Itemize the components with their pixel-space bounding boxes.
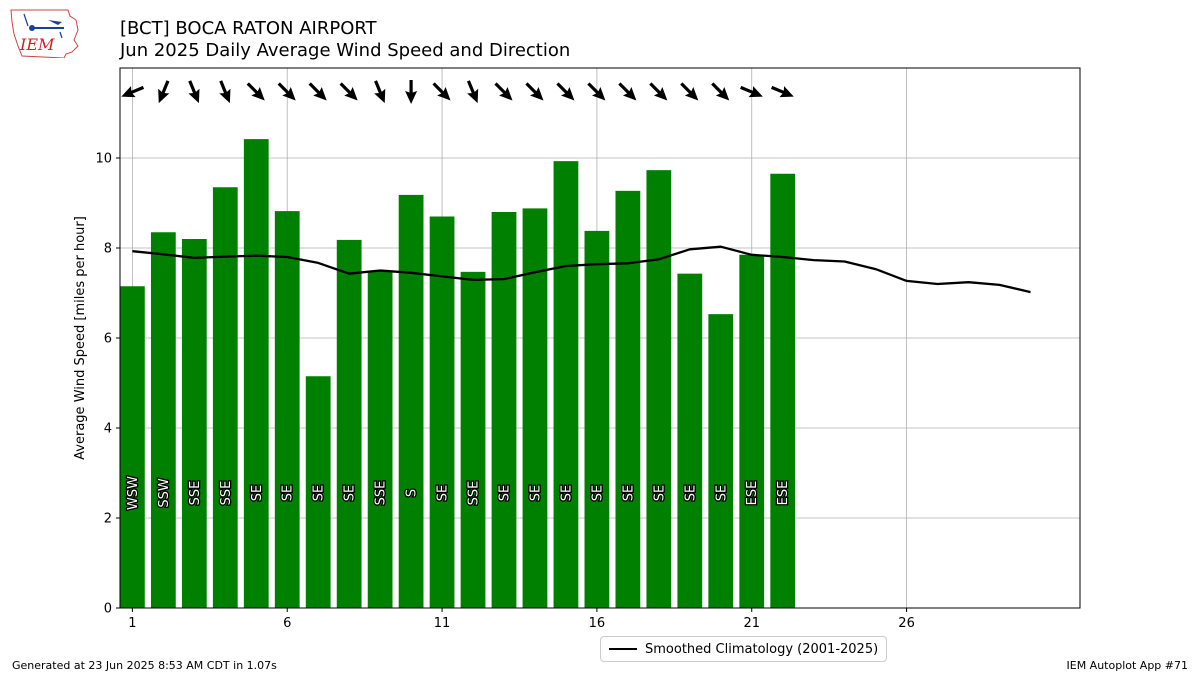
y-axis-label: Average Wind Speed [miles per hour] bbox=[73, 216, 88, 460]
direction-arrow bbox=[219, 80, 231, 104]
direction-arrow bbox=[556, 82, 575, 101]
direction-arrow bbox=[158, 80, 170, 104]
wind-speed-bar bbox=[646, 170, 672, 608]
direction-label: SE bbox=[250, 485, 265, 501]
direction-arrow bbox=[680, 82, 699, 101]
direction-arrow bbox=[494, 82, 513, 101]
wind-speed-bar bbox=[739, 254, 765, 608]
direction-label: ESE bbox=[745, 481, 760, 506]
wind-speed-chart: WSW SSW SSE SSE SE SE SE SE SSE S SE SSE SE SE SE SE SE S… bbox=[73, 67, 1081, 631]
wind-speed-bar bbox=[212, 187, 238, 608]
x-tick-label: 16 bbox=[589, 616, 606, 631]
direction-label: SSW bbox=[157, 478, 172, 508]
direction-arrow bbox=[121, 85, 145, 98]
direction-arrow bbox=[432, 82, 451, 101]
wind-speed-bar bbox=[553, 161, 579, 608]
direction-label: SE bbox=[528, 485, 543, 501]
x-tick-label: 26 bbox=[898, 616, 915, 631]
wind-speed-bar bbox=[522, 208, 548, 608]
y-ticks: 0 2 4 6 8 10 bbox=[95, 152, 120, 617]
direction-label: SE bbox=[590, 485, 605, 501]
direction-arrows bbox=[121, 80, 794, 104]
direction-label: SE bbox=[621, 485, 636, 501]
y-tick-label: 2 bbox=[104, 512, 112, 527]
direction-label: SE bbox=[436, 485, 451, 501]
direction-arrow bbox=[525, 82, 544, 101]
climatology-line-group bbox=[132, 245, 1031, 294]
chart-subtitle: Jun 2025 Daily Average Wind Speed and Di… bbox=[120, 40, 571, 61]
wind-speed-bar bbox=[460, 271, 486, 608]
y-tick-label: 8 bbox=[104, 242, 112, 257]
direction-arrow bbox=[740, 85, 763, 98]
direction-arrow bbox=[405, 80, 418, 104]
x-tick-label: 21 bbox=[743, 616, 760, 631]
direction-label: SE bbox=[559, 485, 574, 501]
wind-speed-bar bbox=[770, 173, 796, 608]
generated-timestamp: Generated at 23 Jun 2025 8:53 AM CDT in … bbox=[12, 659, 277, 672]
y-tick-label: 0 bbox=[104, 602, 112, 617]
iem-logo-text: IEM bbox=[19, 35, 55, 54]
wind-speed-bar bbox=[120, 286, 145, 608]
wind-speed-bar bbox=[150, 232, 176, 608]
direction-label: SE bbox=[652, 485, 667, 501]
legend-label: Smoothed Climatology (2001-2025) bbox=[645, 641, 879, 657]
chart-legend: Smoothed Climatology (2001-2025) bbox=[600, 636, 888, 662]
wind-speed-bar bbox=[274, 211, 300, 608]
direction-arrow bbox=[711, 82, 730, 101]
direction-label: SE bbox=[683, 485, 698, 501]
direction-label: SSE bbox=[467, 481, 482, 506]
direction-label: SSE bbox=[188, 481, 203, 506]
direction-label: SE bbox=[343, 485, 358, 501]
direction-label: SE bbox=[281, 485, 296, 501]
wind-speed-bar bbox=[677, 273, 703, 608]
direction-arrow bbox=[587, 82, 606, 101]
wind-speed-bar bbox=[367, 270, 393, 608]
bars bbox=[120, 139, 796, 608]
direction-label: WSW bbox=[126, 476, 141, 510]
wind-speed-bar bbox=[708, 314, 734, 608]
direction-label: ESE bbox=[776, 481, 791, 506]
y-tick-label: 6 bbox=[104, 332, 112, 347]
direction-label: S bbox=[405, 489, 420, 497]
wind-speed-bar bbox=[243, 139, 269, 608]
direction-arrow bbox=[649, 82, 668, 101]
direction-arrow bbox=[374, 80, 386, 104]
legend-line-swatch bbox=[609, 648, 637, 650]
direction-labels: WSW SSW SSE SSE SE SE SE SE SSE S SE SSE SE SE SE SE SE S… bbox=[125, 475, 793, 512]
wind-speed-bar bbox=[305, 376, 331, 608]
climatology-line bbox=[132, 245, 1031, 294]
direction-arrow bbox=[277, 82, 296, 101]
autoplot-app-label: IEM Autoplot App #71 bbox=[1066, 659, 1189, 672]
direction-label: SE bbox=[714, 485, 729, 501]
iem-logo: IEM bbox=[10, 9, 79, 58]
direction-label: SE bbox=[312, 485, 327, 501]
wind-speed-bar bbox=[336, 239, 362, 608]
direction-label: SSE bbox=[219, 481, 234, 506]
x-ticks: 1 6 11 16 21 26 bbox=[128, 608, 915, 631]
wind-speed-bar bbox=[615, 190, 641, 608]
x-tick-label: 1 bbox=[128, 616, 136, 631]
direction-arrow bbox=[466, 80, 479, 104]
direction-arrow bbox=[308, 82, 327, 101]
wind-speed-bar bbox=[584, 230, 610, 608]
wind-speed-bar bbox=[398, 194, 424, 608]
direction-arrow bbox=[339, 82, 358, 101]
chart-title: [BCT] BOCA RATON AIRPORT bbox=[120, 18, 377, 39]
y-tick-label: 10 bbox=[95, 152, 112, 167]
direction-label: SE bbox=[498, 485, 513, 501]
x-tick-label: 6 bbox=[283, 616, 291, 631]
wind-speed-bar bbox=[181, 239, 207, 608]
direction-arrow bbox=[246, 82, 265, 101]
wind-speed-bar bbox=[491, 212, 517, 608]
direction-arrow bbox=[618, 82, 637, 101]
x-tick-label: 11 bbox=[434, 616, 451, 631]
wind-speed-bar bbox=[429, 216, 455, 608]
y-tick-label: 4 bbox=[104, 422, 112, 437]
direction-arrow bbox=[188, 80, 200, 104]
direction-label: SSE bbox=[374, 481, 389, 506]
direction-arrow bbox=[771, 85, 794, 98]
